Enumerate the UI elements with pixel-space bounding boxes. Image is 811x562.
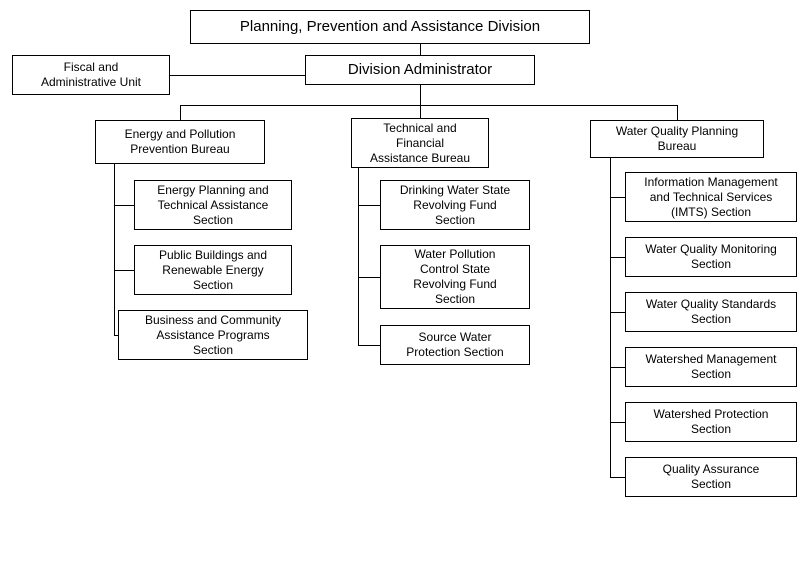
sec-water-2: Water Quality Monitoring Section [625,237,797,277]
line-conn-sec-water-2 [610,257,625,258]
sec-tech-2-label: Water Pollution Control State Revolving … [413,247,496,307]
bureau-tech-label: Technical and Financial Assistance Burea… [370,121,470,166]
sec-water-1-label: Information Management and Technical Ser… [644,175,777,220]
sec-energy-2-label: Public Buildings and Renewable Energy Se… [159,248,267,293]
line-drop-bureau-water [610,158,611,477]
sec-tech-3: Source Water Protection Section [380,325,530,365]
sec-water-6: Quality Assurance Section [625,457,797,497]
line-conn-sec-water-6 [610,477,625,478]
division-admin: Division Administrator [305,55,535,85]
fiscal-unit: Fiscal and Administrative Unit [12,55,170,95]
sec-water-1: Information Management and Technical Ser… [625,172,797,222]
line-drop-bureau-tech [358,168,359,345]
division-admin-label: Division Administrator [348,61,492,80]
line-bus-to-bureau-tech [420,105,421,118]
fiscal-unit-label: Fiscal and Administrative Unit [41,60,141,90]
line-conn-sec-tech-1 [358,205,380,206]
line-admin-down [420,85,421,105]
line-conn-sec-energy-2 [114,270,134,271]
sec-water-3-label: Water Quality Standards Section [646,297,776,327]
line-conn-sec-energy-1 [114,205,134,206]
bureau-tech: Technical and Financial Assistance Burea… [351,118,489,168]
sec-tech-1-label: Drinking Water State Revolving Fund Sect… [400,183,510,228]
bureau-energy-label: Energy and Pollution Prevention Bureau [125,127,236,157]
sec-water-4: Watershed Management Section [625,347,797,387]
line-conn-sec-water-1 [610,197,625,198]
line-conn-sec-water-5 [610,422,625,423]
line-conn-sec-energy-3 [114,335,118,336]
line-conn-sec-water-3 [610,312,625,313]
line-conn-sec-tech-3 [358,345,380,346]
bureau-water: Water Quality Planning Bureau [590,120,764,158]
sec-tech-2: Water Pollution Control State Revolving … [380,245,530,309]
sec-water-3: Water Quality Standards Section [625,292,797,332]
sec-energy-1: Energy Planning and Technical Assistance… [134,180,292,230]
sec-energy-3: Business and Community Assistance Progra… [118,310,308,360]
sec-water-4-label: Watershed Management Section [646,352,777,382]
line-bus-to-bureau-energy [180,105,181,120]
line-title-admin [420,44,421,55]
org-title-label: Planning, Prevention and Assistance Divi… [240,18,540,37]
line-bureau-bus [180,105,677,106]
org-title: Planning, Prevention and Assistance Divi… [190,10,590,44]
sec-water-5-label: Watershed Protection Section [654,407,769,437]
sec-energy-3-label: Business and Community Assistance Progra… [145,313,281,358]
sec-water-2-label: Water Quality Monitoring Section [645,242,777,272]
bureau-water-label: Water Quality Planning Bureau [616,124,738,154]
sec-energy-2: Public Buildings and Renewable Energy Se… [134,245,292,295]
bureau-energy: Energy and Pollution Prevention Bureau [95,120,265,164]
line-fiscal-admin [170,75,305,76]
line-conn-sec-tech-2 [358,277,380,278]
line-conn-sec-water-4 [610,367,625,368]
sec-water-6-label: Quality Assurance Section [663,462,760,492]
line-bus-to-bureau-water [677,105,678,120]
sec-tech-3-label: Source Water Protection Section [406,330,503,360]
line-drop-bureau-energy [114,164,115,335]
sec-energy-1-label: Energy Planning and Technical Assistance… [157,183,268,228]
sec-tech-1: Drinking Water State Revolving Fund Sect… [380,180,530,230]
sec-water-5: Watershed Protection Section [625,402,797,442]
